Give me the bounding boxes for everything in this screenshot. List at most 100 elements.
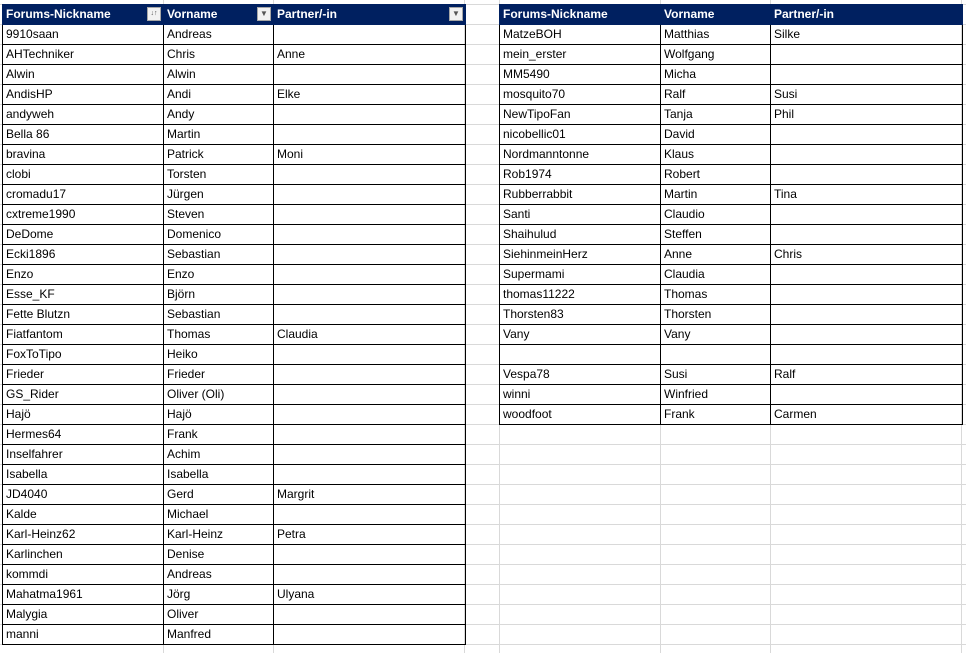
cell-vorname[interactable]: Andy — [163, 104, 274, 125]
cell-vorname[interactable]: Sebastian — [163, 244, 274, 265]
cell-partner[interactable] — [770, 224, 963, 245]
cell-partner[interactable] — [273, 564, 466, 585]
cell-vorname[interactable]: Chris — [163, 44, 274, 65]
cell-vorname[interactable]: Claudio — [660, 204, 771, 225]
cell-partner[interactable] — [273, 344, 466, 365]
cell-vorname[interactable]: Claudia — [660, 264, 771, 285]
column-header-vorname[interactable]: Vorname ▼ — [163, 4, 274, 25]
cell-nickname[interactable]: Hermes64 — [2, 424, 164, 445]
cell-partner[interactable] — [273, 104, 466, 125]
cell-partner[interactable] — [273, 304, 466, 325]
cell-vorname[interactable]: Frank — [163, 424, 274, 445]
cell-partner[interactable] — [273, 264, 466, 285]
cell-partner[interactable] — [770, 384, 963, 405]
cell-partner[interactable]: Susi — [770, 84, 963, 105]
cell-partner[interactable]: Moni — [273, 144, 466, 165]
cell-nickname[interactable]: Esse_KF — [2, 284, 164, 305]
cell-nickname[interactable] — [499, 344, 661, 365]
cell-vorname[interactable]: Achim — [163, 444, 274, 465]
cell-partner[interactable]: Claudia — [273, 324, 466, 345]
column-header-partner[interactable]: Partner/-in ▼ — [273, 4, 466, 25]
cell-nickname[interactable]: bravina — [2, 144, 164, 165]
cell-partner[interactable] — [273, 444, 466, 465]
cell-vorname[interactable]: Thorsten — [660, 304, 771, 325]
cell-vorname[interactable]: Robert — [660, 164, 771, 185]
sort-ascending-filter-icon[interactable]: ↓↑ — [147, 7, 161, 21]
cell-vorname[interactable]: Isabella — [163, 464, 274, 485]
cell-partner[interactable] — [770, 264, 963, 285]
cell-nickname[interactable]: Thorsten83 — [499, 304, 661, 325]
cell-nickname[interactable]: GS_Rider — [2, 384, 164, 405]
cell-nickname[interactable]: Hajö — [2, 404, 164, 425]
cell-partner[interactable] — [770, 164, 963, 185]
cell-partner[interactable] — [273, 64, 466, 85]
cell-nickname[interactable]: Bella 86 — [2, 124, 164, 145]
cell-vorname[interactable]: Heiko — [163, 344, 274, 365]
cell-nickname[interactable]: andyweh — [2, 104, 164, 125]
cell-nickname[interactable]: Frieder — [2, 364, 164, 385]
cell-partner[interactable] — [273, 124, 466, 145]
cell-partner[interactable]: Tina — [770, 184, 963, 205]
cell-partner[interactable]: Elke — [273, 84, 466, 105]
column-header-partner[interactable]: Partner/-in — [770, 4, 963, 25]
cell-partner[interactable] — [770, 344, 963, 365]
cell-nickname[interactable]: Isabella — [2, 464, 164, 485]
cell-nickname[interactable]: AndisHP — [2, 84, 164, 105]
cell-nickname[interactable]: Alwin — [2, 64, 164, 85]
cell-partner[interactable] — [273, 164, 466, 185]
cell-vorname[interactable]: David — [660, 124, 771, 145]
cell-vorname[interactable]: Vany — [660, 324, 771, 345]
cell-partner[interactable] — [273, 464, 466, 485]
cell-partner[interactable]: Margrit — [273, 484, 466, 505]
cell-partner[interactable] — [770, 124, 963, 145]
cell-vorname[interactable]: Domenico — [163, 224, 274, 245]
cell-vorname[interactable]: Manfred — [163, 624, 274, 645]
cell-partner[interactable] — [273, 204, 466, 225]
cell-vorname[interactable]: Karl-Heinz — [163, 524, 274, 545]
cell-vorname[interactable]: Ralf — [660, 84, 771, 105]
cell-nickname[interactable]: Fiatfantom — [2, 324, 164, 345]
cell-vorname[interactable]: Frieder — [163, 364, 274, 385]
cell-nickname[interactable]: Vany — [499, 324, 661, 345]
cell-nickname[interactable]: Karl-Heinz62 — [2, 524, 164, 545]
cell-nickname[interactable]: DeDome — [2, 224, 164, 245]
cell-vorname[interactable]: Anne — [660, 244, 771, 265]
cell-vorname[interactable]: Wolfgang — [660, 44, 771, 65]
cell-partner[interactable] — [770, 304, 963, 325]
cell-vorname[interactable]: Sebastian — [163, 304, 274, 325]
cell-nickname[interactable]: nicobellic01 — [499, 124, 661, 145]
cell-nickname[interactable]: Vespa78 — [499, 364, 661, 385]
cell-nickname[interactable]: manni — [2, 624, 164, 645]
cell-partner[interactable] — [770, 204, 963, 225]
cell-partner[interactable] — [273, 224, 466, 245]
cell-nickname[interactable]: Supermami — [499, 264, 661, 285]
cell-partner[interactable]: Anne — [273, 44, 466, 65]
cell-nickname[interactable]: Karlinchen — [2, 544, 164, 565]
cell-partner[interactable]: Ulyana — [273, 584, 466, 605]
cell-vorname[interactable]: Martin — [163, 124, 274, 145]
cell-vorname[interactable]: Andi — [163, 84, 274, 105]
cell-vorname[interactable]: Frank — [660, 404, 771, 425]
cell-partner[interactable] — [273, 544, 466, 565]
cell-nickname[interactable]: Santi — [499, 204, 661, 225]
cell-vorname[interactable]: Martin — [660, 184, 771, 205]
cell-nickname[interactable]: winni — [499, 384, 661, 405]
cell-vorname[interactable]: Jürgen — [163, 184, 274, 205]
cell-vorname[interactable]: Alwin — [163, 64, 274, 85]
cell-vorname[interactable]: Gerd — [163, 484, 274, 505]
cell-partner[interactable] — [273, 284, 466, 305]
cell-vorname[interactable]: Winfried — [660, 384, 771, 405]
cell-vorname[interactable]: Matthias — [660, 24, 771, 45]
cell-vorname[interactable]: Michael — [163, 504, 274, 525]
cell-nickname[interactable]: Shaihulud — [499, 224, 661, 245]
cell-partner[interactable] — [273, 604, 466, 625]
filter-dropdown-icon[interactable]: ▼ — [257, 7, 271, 21]
cell-nickname[interactable]: MatzeBOH — [499, 24, 661, 45]
cell-partner[interactable] — [770, 324, 963, 345]
cell-vorname[interactable]: Thomas — [163, 324, 274, 345]
cell-nickname[interactable]: Enzo — [2, 264, 164, 285]
cell-nickname[interactable]: cromadu17 — [2, 184, 164, 205]
column-header-nickname[interactable]: Forums-Nickname — [499, 4, 661, 25]
cell-partner[interactable] — [770, 284, 963, 305]
cell-vorname[interactable] — [660, 344, 771, 365]
